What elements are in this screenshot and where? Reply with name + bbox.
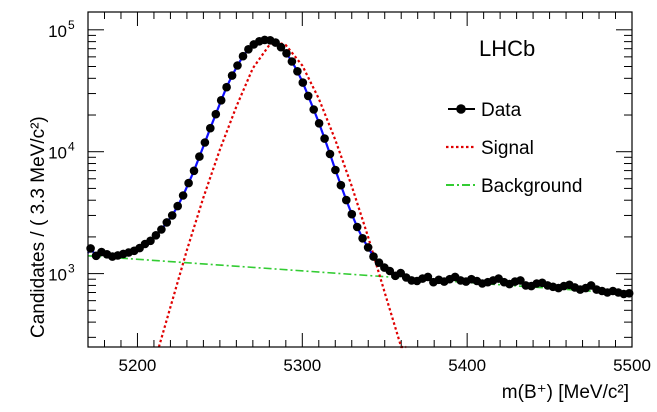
x-tick-label: 5500 bbox=[613, 356, 651, 375]
legend-background-label: Background bbox=[481, 176, 582, 197]
data-point bbox=[298, 78, 308, 87]
legend-item-signal: Signal bbox=[446, 138, 534, 159]
legend-item-background: Background bbox=[446, 176, 582, 197]
data-point bbox=[358, 234, 367, 243]
x-tick-label: 5200 bbox=[119, 356, 157, 375]
y-tick-exponent: 5 bbox=[68, 18, 75, 32]
data-point bbox=[189, 166, 199, 176]
data-point bbox=[624, 289, 634, 298]
data-point bbox=[146, 236, 155, 246]
data-point bbox=[309, 105, 319, 114]
data-point bbox=[320, 134, 329, 143]
data-point bbox=[287, 57, 297, 66]
data-point bbox=[151, 231, 161, 240]
data-point bbox=[206, 123, 215, 133]
data-point bbox=[200, 138, 210, 147]
data-point bbox=[293, 67, 302, 76]
data-point bbox=[227, 71, 237, 80]
data-point bbox=[423, 272, 433, 282]
y-tick-exponent: 3 bbox=[68, 262, 75, 276]
data-point bbox=[173, 201, 182, 211]
data-point bbox=[347, 209, 357, 219]
y-tick-label: 10 bbox=[48, 22, 67, 41]
data-point bbox=[369, 252, 378, 261]
tick-marks bbox=[87, 12, 633, 347]
data-point bbox=[325, 149, 335, 159]
data-point bbox=[516, 276, 525, 285]
total-fit-line bbox=[87, 38, 633, 296]
data-points bbox=[86, 35, 634, 299]
data-point bbox=[167, 211, 177, 220]
legend-data-label: Data bbox=[481, 100, 522, 121]
y-tick-label: 10 bbox=[48, 144, 67, 163]
data-point bbox=[178, 191, 188, 200]
data-point bbox=[195, 152, 204, 161]
data-point bbox=[314, 119, 324, 128]
data-point bbox=[233, 61, 242, 70]
data-point bbox=[157, 225, 166, 234]
data-point bbox=[184, 178, 193, 188]
legend-item-data: Data bbox=[448, 100, 522, 121]
data-point bbox=[331, 165, 340, 175]
data-point bbox=[211, 109, 221, 119]
data-point bbox=[282, 49, 291, 58]
data-point bbox=[342, 195, 351, 205]
data-point bbox=[222, 82, 231, 92]
x-axis-title: m(B⁺) [MeV/c²] bbox=[502, 382, 629, 403]
background-line bbox=[87, 254, 633, 295]
x-tick-labels: 5200 5300 5400 5500 bbox=[119, 356, 651, 375]
y-axis-title: Candidates / ( 3.3 MeV/c²) bbox=[28, 116, 49, 338]
data-point bbox=[303, 91, 313, 101]
data-point bbox=[238, 51, 248, 61]
data-point bbox=[216, 96, 226, 105]
y-tick-exponent: 4 bbox=[68, 140, 75, 154]
signal-line bbox=[157, 40, 407, 349]
data-point bbox=[276, 42, 286, 52]
plot-frame bbox=[87, 11, 633, 348]
legend: Data Signal Background bbox=[446, 100, 582, 197]
data-point bbox=[352, 222, 362, 232]
data-point bbox=[363, 243, 373, 252]
x-tick-label: 5300 bbox=[283, 356, 321, 375]
legend-signal-label: Signal bbox=[481, 138, 534, 159]
y-tick-label: 10 bbox=[48, 266, 67, 285]
x-tick-label: 5400 bbox=[448, 356, 486, 375]
legend-data-swatch-marker bbox=[456, 104, 466, 114]
lhcb-watermark: LHCb bbox=[479, 36, 535, 61]
data-point bbox=[336, 180, 346, 190]
data-point bbox=[162, 218, 172, 227]
